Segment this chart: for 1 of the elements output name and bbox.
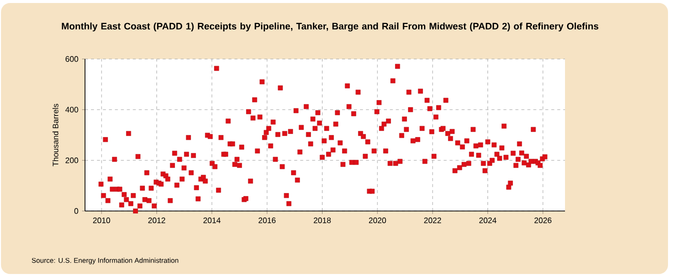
- chart-title: Monthly East Coast (PADD 1) Receipts by Pipeline, Tanker, Barge and Rail From Midwest (PADD 2) of Refinery Olefins: [62, 22, 598, 32]
